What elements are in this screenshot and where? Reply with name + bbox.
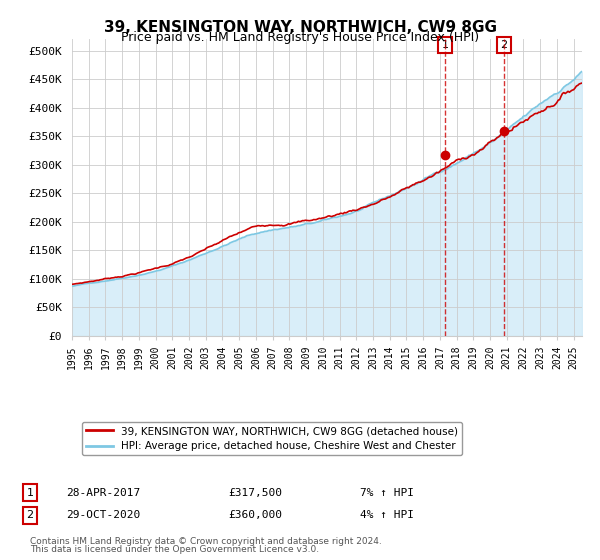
Text: 39, KENSINGTON WAY, NORTHWICH, CW9 8GG: 39, KENSINGTON WAY, NORTHWICH, CW9 8GG — [104, 20, 497, 35]
Text: 29-OCT-2020: 29-OCT-2020 — [66, 510, 140, 520]
Text: Contains HM Land Registry data © Crown copyright and database right 2024.: Contains HM Land Registry data © Crown c… — [30, 537, 382, 546]
Text: 1: 1 — [26, 488, 34, 498]
Text: 2: 2 — [500, 40, 508, 50]
Text: This data is licensed under the Open Government Licence v3.0.: This data is licensed under the Open Gov… — [30, 545, 319, 554]
Text: 4% ↑ HPI: 4% ↑ HPI — [360, 510, 414, 520]
Text: £360,000: £360,000 — [228, 510, 282, 520]
Text: 1: 1 — [442, 40, 449, 50]
Text: 28-APR-2017: 28-APR-2017 — [66, 488, 140, 498]
Text: Price paid vs. HM Land Registry's House Price Index (HPI): Price paid vs. HM Land Registry's House … — [121, 31, 479, 44]
Text: 2: 2 — [26, 510, 34, 520]
Text: 7% ↑ HPI: 7% ↑ HPI — [360, 488, 414, 498]
Legend: 39, KENSINGTON WAY, NORTHWICH, CW9 8GG (detached house), HPI: Average price, det: 39, KENSINGTON WAY, NORTHWICH, CW9 8GG (… — [82, 422, 462, 455]
Text: £317,500: £317,500 — [228, 488, 282, 498]
